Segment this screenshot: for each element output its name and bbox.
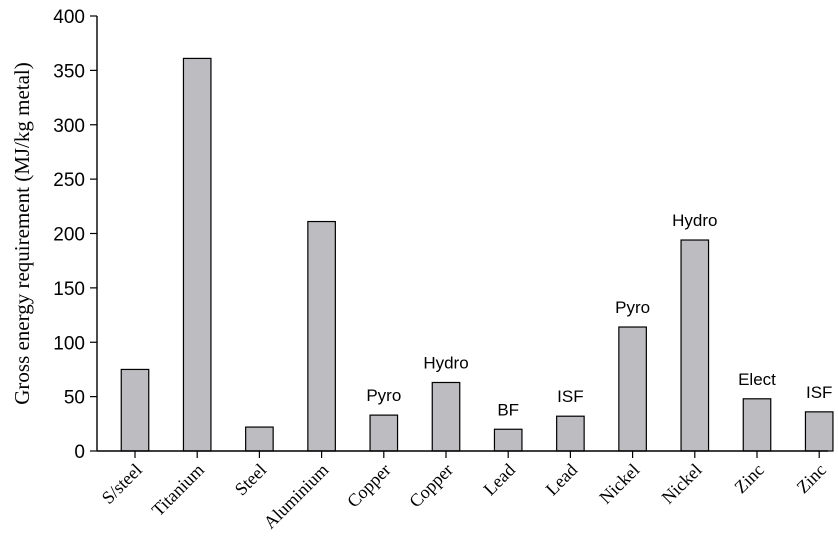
x-tick-label-lead: Lead xyxy=(479,460,519,500)
bars-group xyxy=(120,57,834,452)
y-tick-label-250: 250 xyxy=(53,170,85,191)
y-tick-label-400: 400 xyxy=(53,7,85,28)
bar-annotation-5: Pyro xyxy=(366,386,401,405)
bar-annotation-12: ISF xyxy=(806,383,832,402)
bar-annotation-9: Pyro xyxy=(615,298,650,317)
y-tick-label-50: 50 xyxy=(64,388,85,409)
y-axis-label: Gross energy requirement (MJ/kg metal) xyxy=(10,62,34,405)
bar-copper-5 xyxy=(369,414,399,452)
x-tick-label-s-steel: S/steel xyxy=(98,460,146,508)
x-tick-label-lead: Lead xyxy=(542,460,582,500)
y-tick-label-0: 0 xyxy=(74,442,85,463)
y-tick-label-200: 200 xyxy=(53,225,85,246)
x-tick-label-zinc: Zinc xyxy=(730,460,767,497)
bar-titanium-2 xyxy=(182,57,212,452)
bar-lead-7 xyxy=(493,428,523,452)
y-tick-label-300: 300 xyxy=(53,116,85,137)
bar-lead-8 xyxy=(556,415,585,452)
bar-copper-6 xyxy=(431,381,461,452)
bar-annotation-6: Hydro xyxy=(423,353,468,372)
bar-aluminium-4 xyxy=(307,220,336,452)
x-tick-label-copper: Copper xyxy=(405,460,457,512)
x-tick-label-nickel: Nickel xyxy=(595,460,643,508)
bar-labels-group: Pyro Hydro BF ISF Pyro Hydro Elect ISF xyxy=(366,211,832,419)
x-tick-label-nickel: Nickel xyxy=(658,460,706,508)
x-tick-label-copper: Copper xyxy=(343,460,395,512)
x-tick-label-titanium: Titanium xyxy=(148,460,208,520)
bar-zinc-12 xyxy=(804,411,834,452)
x-tick-label-zinc: Zinc xyxy=(793,460,830,497)
bar-annotation-11: Elect xyxy=(738,370,776,389)
y-axis: 0 50 100 150 200 250 300 350 400 xyxy=(53,7,98,463)
bar-annotation-7: BF xyxy=(497,400,519,419)
y-tick-label-100: 100 xyxy=(53,333,85,354)
bar-steel-3 xyxy=(245,426,274,452)
bar-s-steel-1 xyxy=(120,368,150,452)
y-tick-label-150: 150 xyxy=(53,279,85,300)
x-tick-label-aluminium: Aluminium xyxy=(260,460,333,533)
bar-zinc-11 xyxy=(742,398,772,452)
bar-annotation-8: ISF xyxy=(557,387,583,406)
x-tick-label-steel: Steel xyxy=(231,460,271,500)
bar-nickel-10 xyxy=(680,239,710,452)
bar-annotation-10: Hydro xyxy=(672,211,717,230)
y-tick-label-350: 350 xyxy=(53,61,85,82)
bar-nickel-9 xyxy=(618,326,647,452)
